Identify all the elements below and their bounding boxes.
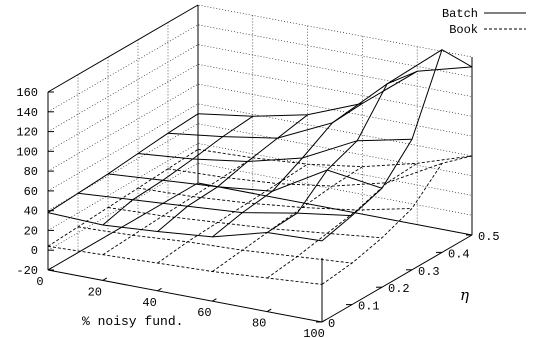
grid-line-z-1 (47, 162, 473, 251)
book-mesh-row-0 (47, 245, 323, 285)
top-edge-left (47, 4, 199, 93)
x-tick-labels: 0 20 40 60 80 100 (36, 267, 327, 338)
z-tick-label-5: 80 (24, 165, 38, 179)
x-tick-mark-2 (157, 287, 162, 292)
x-tick-mark-1 (102, 277, 108, 281)
z-tick-label-0: -20 (16, 264, 38, 278)
book-mesh-col-2 (157, 163, 308, 264)
grid-line-z-6 (47, 63, 473, 152)
batch-mesh-col-2 (157, 114, 308, 232)
batch-mesh-col-5 (321, 48, 473, 242)
batch-mesh-col-4 (266, 70, 418, 233)
grid-line-z-8 (47, 24, 473, 113)
book-mesh-col-5 (321, 155, 473, 285)
z-tick-label-6: 100 (16, 145, 38, 159)
y-axis-label: η (460, 286, 469, 304)
batch-mesh-row-1 (77, 192, 353, 217)
batch-mesh-col-3 (212, 102, 363, 238)
x-tick-label-0: 0 (36, 275, 43, 289)
x-tick-mark-0 (47, 267, 53, 271)
book-mesh-row-5 (197, 148, 473, 168)
batch-surface (47, 48, 473, 242)
y-tick-label-5: 0.5 (478, 230, 500, 244)
grid-line-z-3 (47, 123, 473, 211)
book-mesh-row-1 (77, 226, 353, 264)
batch-mesh-row-0 (47, 212, 323, 242)
grid-line-z-4 (47, 103, 473, 192)
y-tick-label-1: 0.1 (358, 300, 380, 314)
grid-line-z-2 (47, 143, 473, 231)
x-tick-label-3: 60 (197, 306, 211, 320)
batch-mesh-row-2 (107, 169, 383, 192)
x-tick-label-1: 20 (88, 285, 102, 299)
x-tick-label-5: 100 (303, 327, 325, 338)
book-mesh-row-3 (137, 187, 413, 211)
z-tick-labels: -20 0 20 40 60 80 100 120 140 160 (16, 86, 54, 278)
z-tick-label-2: 20 (24, 224, 38, 238)
book-mesh-col-3 (212, 166, 363, 272)
x-tick-mark-3 (212, 298, 217, 302)
x-axis-line (47, 269, 323, 323)
z-tick-label-4: 60 (24, 185, 38, 199)
batch-mesh-row-5 (197, 66, 473, 117)
grid-line-z-5 (47, 83, 473, 172)
z-tick-label-3: 40 (24, 205, 38, 219)
y-tick-label-2: 0.2 (388, 282, 410, 296)
y-tick-label-3: 0.3 (418, 265, 440, 279)
x-tick-label-4: 80 (252, 317, 266, 331)
book-mesh-row-2 (107, 207, 383, 239)
grid-line-z-9 (47, 4, 473, 93)
x-tick-label-2: 40 (142, 296, 156, 310)
x-axis-label: % noisy fund. (82, 314, 183, 329)
legend: Batch Book (442, 7, 526, 37)
batch-mesh-col-0 (47, 113, 199, 214)
z-tick-label-1: 0 (31, 244, 38, 258)
legend-label-batch: Batch (442, 7, 478, 21)
grid-line-z-7 (47, 44, 473, 132)
batch-mesh-col-1 (102, 115, 254, 226)
z-tick-label-9: 160 (16, 86, 38, 100)
book-mesh-row-4 (167, 162, 443, 187)
floor-edge-back (197, 182, 473, 236)
legend-label-book: Book (449, 23, 478, 37)
z-tick-label-7: 120 (16, 126, 38, 140)
axes-box (47, 4, 473, 323)
book-surface (47, 148, 473, 285)
y-tick-label-0: 0 (328, 317, 335, 331)
floor-edge-left (47, 182, 199, 271)
z-tick-label-8: 140 (16, 106, 38, 120)
batch-mesh-row-3 (137, 138, 413, 163)
y-axis-line (321, 234, 473, 323)
x-tick-mark-5 (321, 319, 327, 323)
y-tick-label-4: 0.4 (448, 247, 470, 261)
x-tick-mark-4 (266, 308, 272, 313)
book-mesh-col-4 (266, 162, 418, 279)
y-tick-labels: 0 0.1 0.2 0.3 0.4 0.5 (316, 230, 500, 331)
batch-mesh-row-4 (167, 49, 443, 139)
